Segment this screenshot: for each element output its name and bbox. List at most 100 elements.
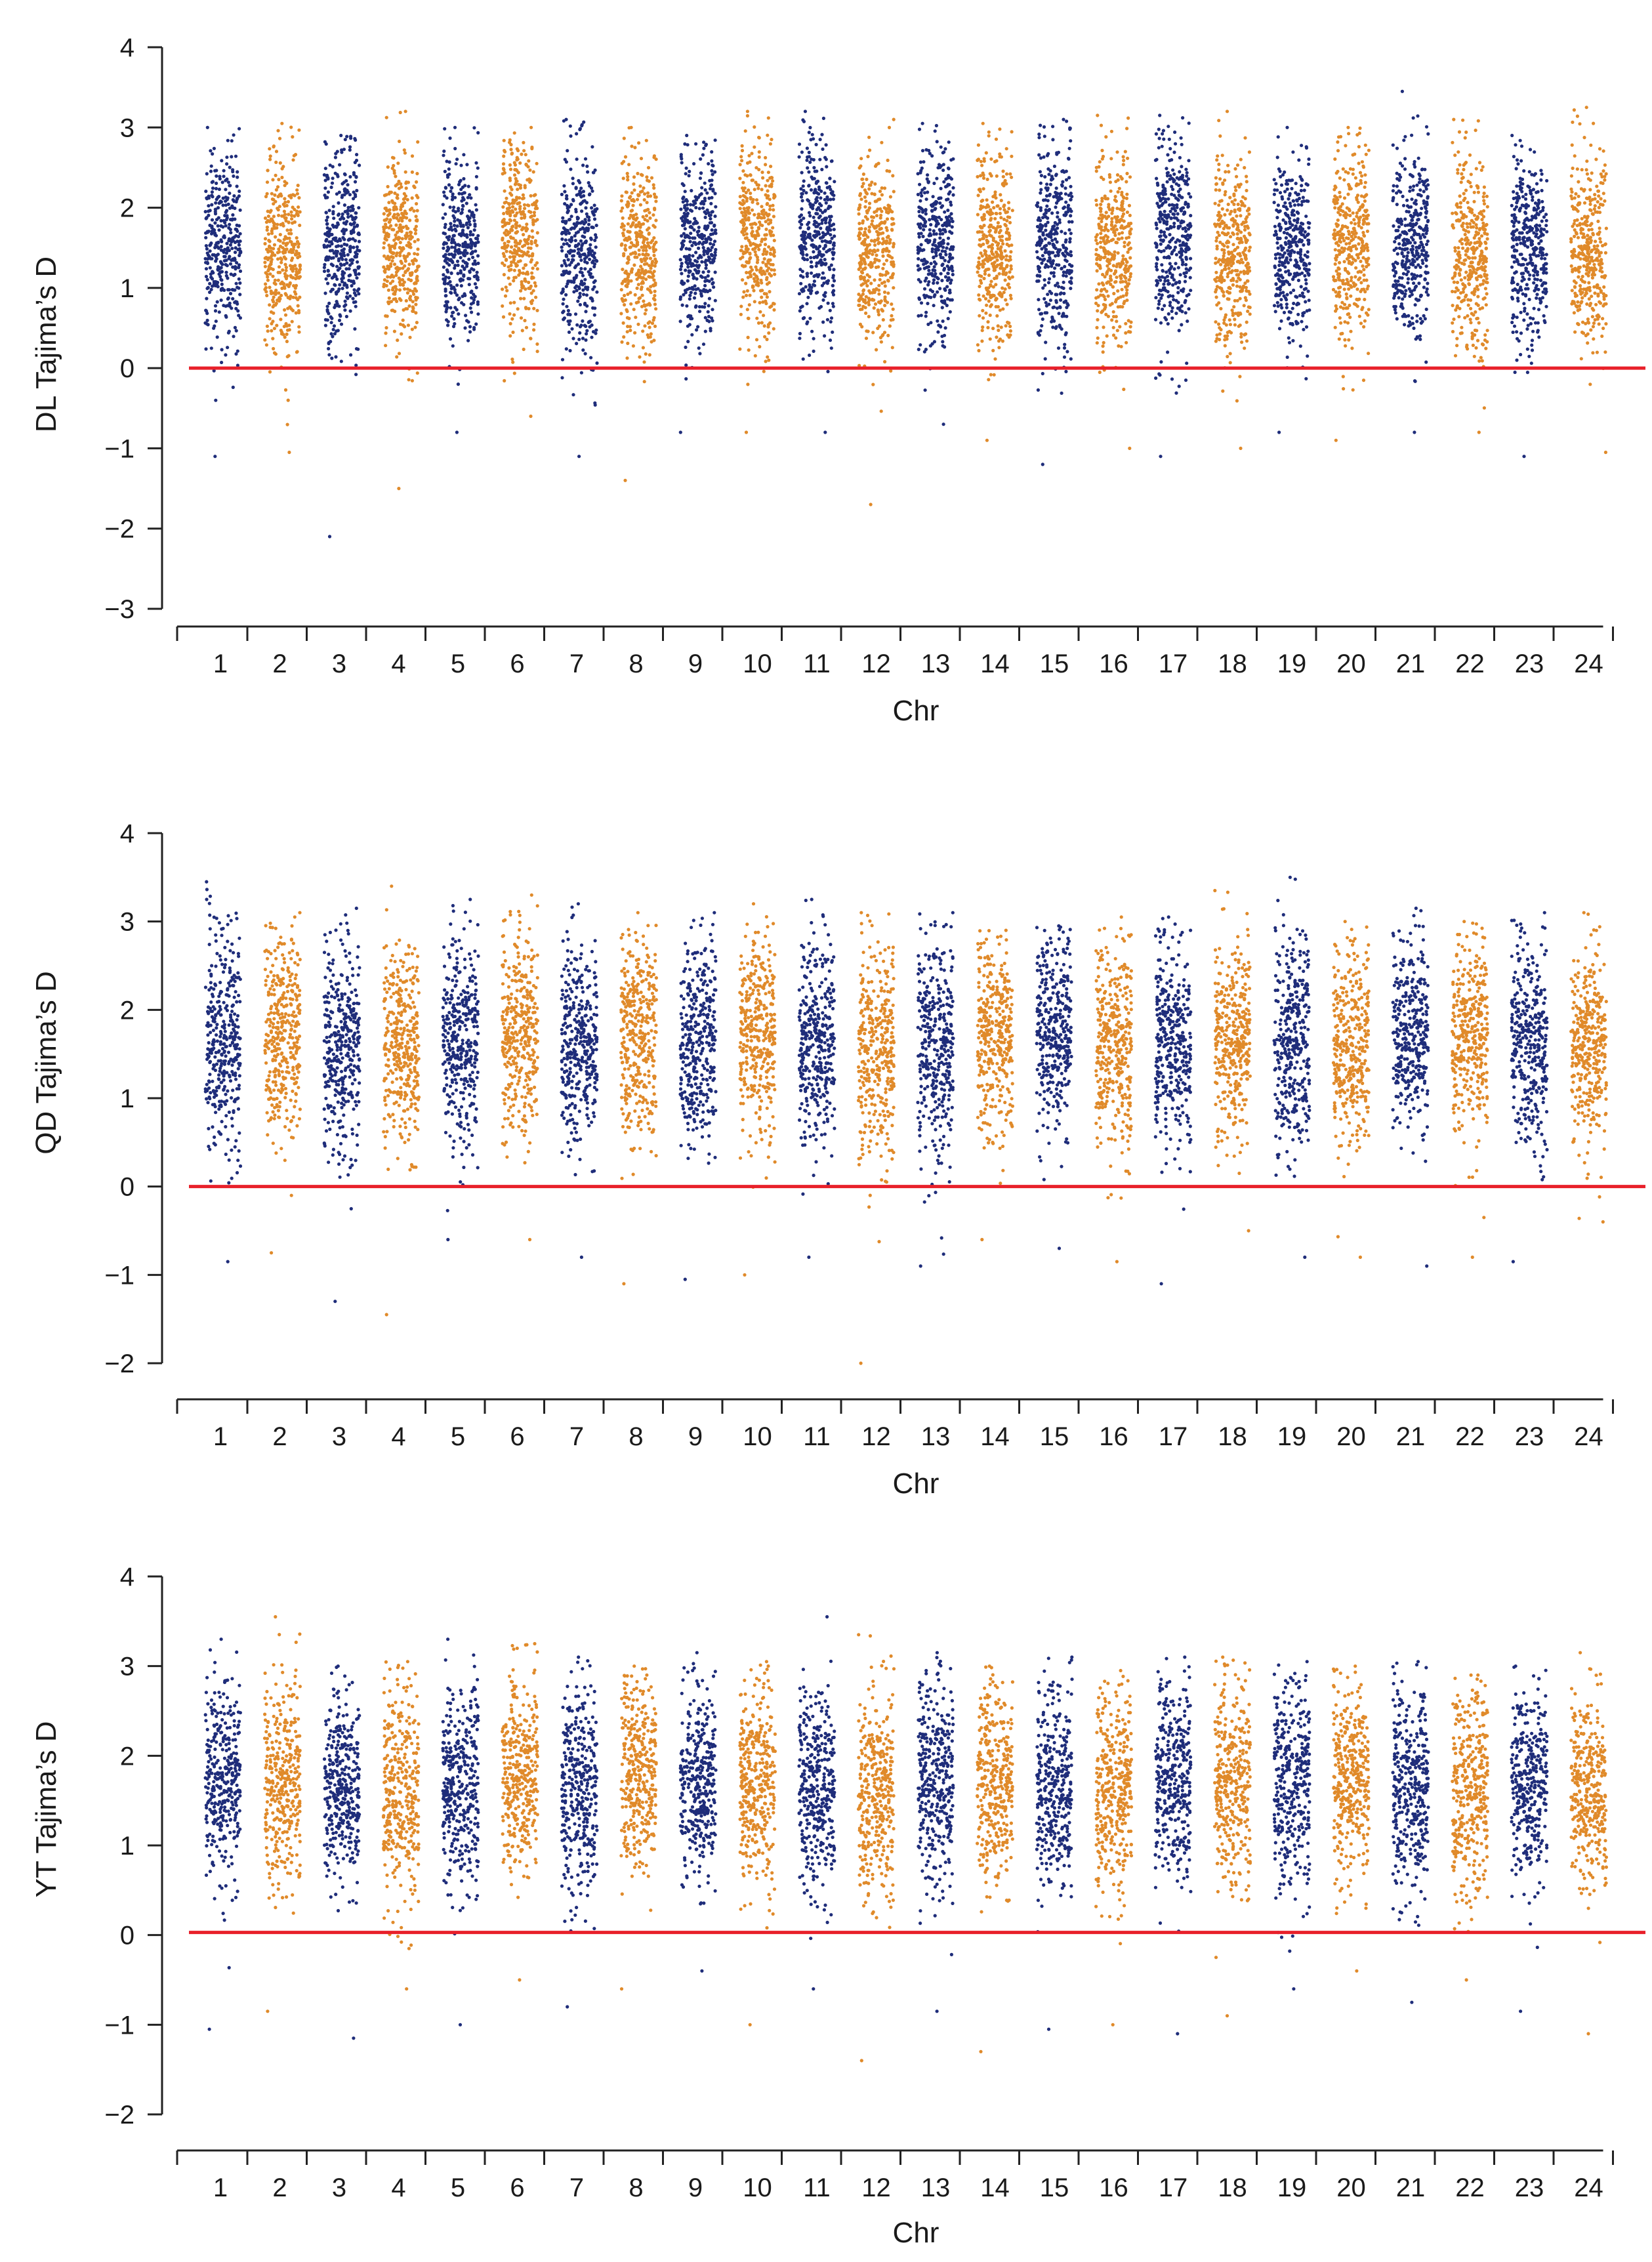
data-point <box>447 276 451 279</box>
data-point <box>351 237 355 241</box>
data-point <box>807 155 811 159</box>
data-point <box>919 243 923 247</box>
data-point <box>772 208 775 212</box>
data-point <box>384 314 388 318</box>
data-point <box>236 175 239 179</box>
data-point <box>415 321 419 325</box>
data-point <box>816 291 819 295</box>
data-point <box>920 194 924 198</box>
data-point <box>652 339 656 342</box>
data-point <box>815 207 819 212</box>
data-point <box>529 241 533 245</box>
data-point <box>348 175 352 179</box>
data-point <box>452 317 456 321</box>
data-point <box>932 260 936 264</box>
data-point <box>524 163 528 167</box>
data-point <box>236 363 239 367</box>
data-point <box>933 274 937 278</box>
data-point <box>943 275 948 279</box>
data-point <box>207 213 211 217</box>
data-point <box>747 238 751 243</box>
data-point <box>588 251 592 255</box>
data-point <box>473 244 477 248</box>
data-point <box>857 206 861 210</box>
data-point <box>708 257 712 260</box>
data-point <box>355 153 359 157</box>
data-point <box>213 212 218 216</box>
data-point <box>560 245 564 249</box>
chr-6-points <box>501 125 539 419</box>
data-point <box>581 337 585 340</box>
data-point <box>506 276 510 280</box>
data-point <box>512 313 516 317</box>
data-point <box>225 197 229 201</box>
data-point <box>458 180 462 184</box>
data-point <box>357 292 361 296</box>
x-tick-label: 12 <box>861 649 891 678</box>
data-point <box>231 265 235 269</box>
data-point <box>881 231 885 235</box>
data-point <box>769 165 773 169</box>
x-tick-label: 5 <box>451 649 465 678</box>
data-point <box>699 157 703 161</box>
data-point <box>764 237 768 241</box>
data-point <box>442 273 445 277</box>
data-point <box>394 236 398 240</box>
data-point <box>468 306 472 310</box>
data-point <box>274 292 278 296</box>
data-point <box>443 169 447 173</box>
data-point <box>212 369 216 373</box>
data-point <box>644 352 648 356</box>
data-point <box>922 287 927 291</box>
data-point <box>394 223 398 227</box>
data-point <box>626 230 630 234</box>
data-point <box>325 215 329 219</box>
data-point <box>328 249 333 253</box>
data-point <box>331 210 335 214</box>
data-point <box>568 279 572 283</box>
data-point <box>871 382 875 386</box>
data-point <box>586 170 590 174</box>
data-point <box>206 253 211 257</box>
data-point <box>329 321 333 325</box>
data-point <box>401 213 405 217</box>
data-point <box>867 243 871 247</box>
data-point <box>646 241 650 245</box>
data-point <box>815 180 819 184</box>
data-point <box>404 298 408 303</box>
data-point <box>694 205 698 210</box>
data-point <box>524 153 527 157</box>
data-point <box>833 180 836 184</box>
data-point <box>871 331 875 335</box>
data-point <box>756 201 760 205</box>
data-point <box>642 186 646 190</box>
data-point <box>643 253 648 257</box>
data-point <box>535 218 539 222</box>
data-point <box>560 358 565 361</box>
data-point <box>392 215 396 218</box>
data-point <box>711 281 715 285</box>
data-point <box>947 140 951 144</box>
data-point <box>937 323 941 327</box>
data-point <box>860 307 864 311</box>
data-point <box>233 217 237 221</box>
data-point <box>688 220 692 224</box>
data-point <box>415 180 419 184</box>
data-point <box>590 186 594 190</box>
data-point <box>282 255 286 259</box>
data-point <box>832 228 836 232</box>
data-point <box>764 155 768 159</box>
data-point <box>693 258 697 262</box>
data-point <box>266 169 270 173</box>
data-point <box>623 248 628 252</box>
data-point <box>773 194 777 197</box>
data-point <box>941 319 945 323</box>
data-point <box>215 300 219 304</box>
data-point <box>501 162 506 166</box>
data-point <box>798 215 802 218</box>
data-point <box>213 304 218 308</box>
data-point <box>455 224 459 228</box>
data-point <box>621 321 625 325</box>
data-point <box>442 231 445 235</box>
